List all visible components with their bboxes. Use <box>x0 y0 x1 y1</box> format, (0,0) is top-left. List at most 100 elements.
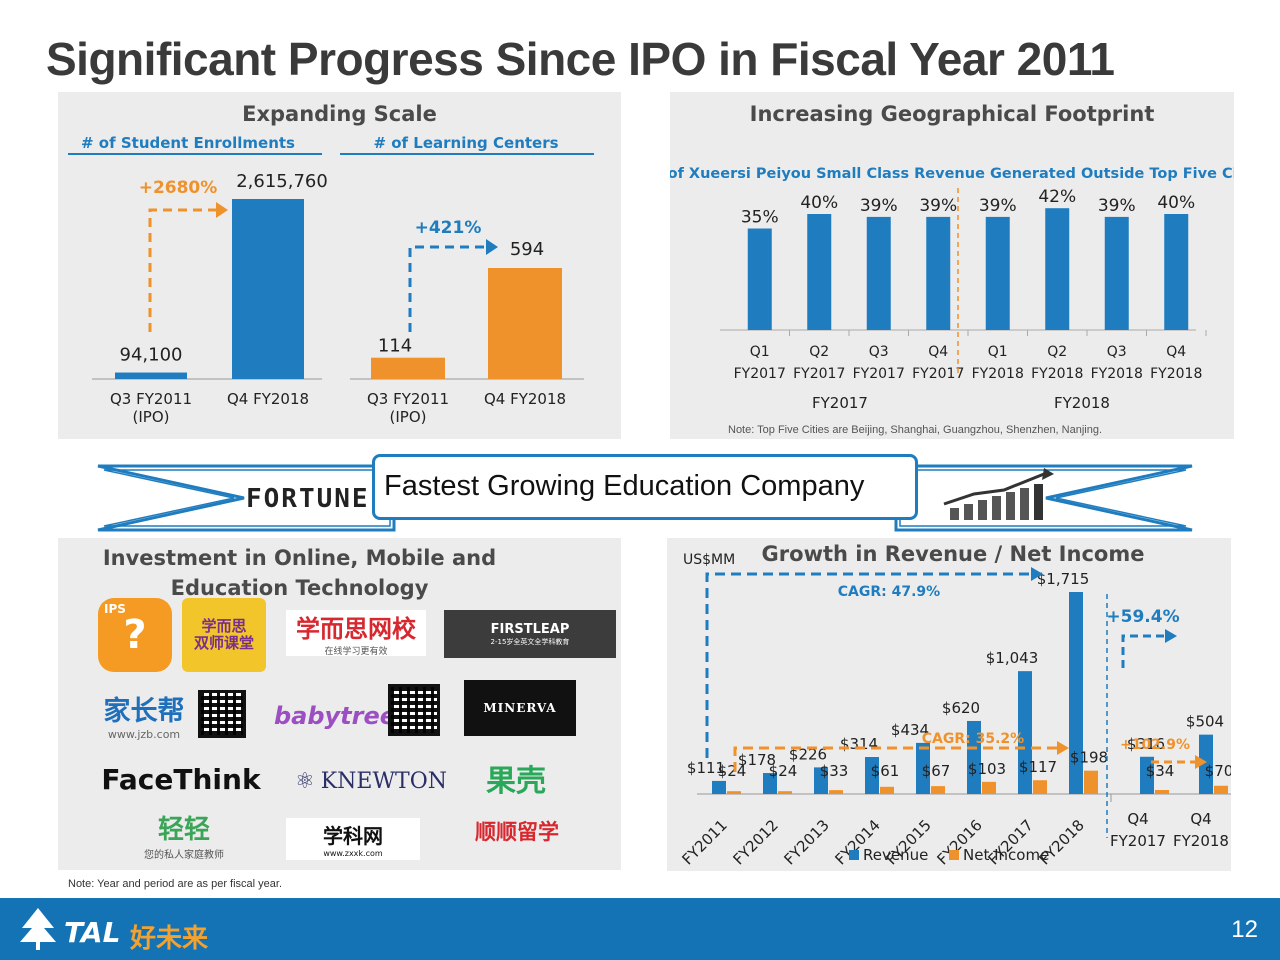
bar-revenue-share <box>1045 208 1070 330</box>
qingqing-logo: 轻轻 您的私人家庭教师 <box>144 815 224 861</box>
bar-learning-centers <box>371 357 445 379</box>
category-label: Q3 <box>869 344 889 360</box>
category-label: FY2018 <box>972 366 1024 382</box>
net-income-label: $70 <box>1205 762 1231 780</box>
category-label: FY2017 <box>912 366 964 382</box>
bar-net-income <box>982 781 996 794</box>
bar-revenue <box>967 720 981 794</box>
bar-learning-centers <box>488 268 562 379</box>
category-label: FY2011 <box>679 816 731 868</box>
revenue-growth-panel: Growth in Revenue / Net Income US$MM $111… <box>667 538 1231 871</box>
category-label: Q2 <box>809 344 829 360</box>
revenue-label: $1,043 <box>986 649 1039 667</box>
bar-revenue-share <box>926 216 951 330</box>
category-label: Q4 FY2018 <box>484 390 566 408</box>
bar-value-label: 39% <box>919 196 957 216</box>
bar-revenue <box>1199 734 1213 794</box>
expanding-scale-panel: Expanding Scale # of Student Enrollments… <box>58 92 621 439</box>
bar-net-income <box>727 791 741 794</box>
subtitle-enrollments: # of Student Enrollments <box>81 134 295 152</box>
atom-icon: ⚛ <box>294 768 315 794</box>
tal-logo-chinese: 好未来 <box>130 924 209 954</box>
category-label: Q1 <box>750 344 770 360</box>
chart-subtitle: % of Xueersi Peiyou Small Class Revenue … <box>670 166 1234 182</box>
category-label: FY2018 <box>1173 832 1229 850</box>
bar-net-income <box>1214 785 1228 794</box>
slide-title: Significant Progress Since IPO in Fiscal… <box>46 33 1115 85</box>
category-label: FY2017 <box>793 366 845 382</box>
category-label: Q4 <box>1166 344 1186 360</box>
page-number: 12 <box>1231 916 1258 943</box>
category-label: FY2017 <box>734 366 786 382</box>
bar-revenue <box>865 757 879 794</box>
jiazhangbang-logo: 家长帮 www.jzb.com <box>103 696 185 741</box>
investment-panel: Investment in Online, Mobile and Educati… <box>58 538 621 870</box>
category-label: Q4 FY2018 <box>227 390 309 408</box>
bar-revenue-share <box>1164 214 1189 330</box>
bar-revenue-share <box>747 228 772 330</box>
panel-title-line1: Investment in Online, Mobile and <box>102 546 497 570</box>
bar-revenue <box>1069 592 1083 794</box>
revenue-label: $504 <box>1186 713 1224 731</box>
qr-code-icon <box>388 684 440 736</box>
net-income-label: $34 <box>1146 762 1175 780</box>
net-income-label: $103 <box>968 760 1006 778</box>
minerva-logo: MINERVA <box>464 680 576 736</box>
footnote: Note: Year and period are as per fiscal … <box>68 878 283 890</box>
net-income-cagr-label: CAGR: 35.2% <box>922 731 1024 747</box>
net-income-label: $198 <box>1070 749 1108 767</box>
geographical-footprint-panel: Increasing Geographical Footprint % of X… <box>670 92 1234 439</box>
bar-revenue-share <box>985 216 1010 330</box>
category-label: FY2018 <box>1150 366 1202 382</box>
q4-revenue-arrow <box>1121 634 1167 668</box>
arrow-head <box>1031 567 1043 581</box>
legend-swatch-revenue <box>849 850 859 860</box>
revenue-label: $178 <box>738 751 776 769</box>
category-label: Q4 <box>1190 810 1211 828</box>
bar-value-label: 2,615,760 <box>236 171 328 192</box>
q4-revenue-growth-label: +59.4% <box>1106 607 1179 627</box>
bar-net-income <box>880 786 894 794</box>
bar-net-income <box>1033 780 1047 794</box>
bar-net-income <box>829 790 843 794</box>
category-label: FY2018 <box>1091 366 1143 382</box>
category-label: (IPO) <box>390 408 427 426</box>
ips-app-logo: IPS? <box>98 598 172 672</box>
panel-title-line2: Education Technology <box>170 576 429 600</box>
bar-net-income <box>778 791 792 794</box>
revenue-growth-chart: US$MM $111 $178 $226 $314 $434 $620 $1,043 $1,71… <box>679 552 1231 868</box>
arrow-head <box>486 239 498 255</box>
net-income-label: $24 <box>769 762 798 780</box>
bar-revenue <box>1018 671 1032 794</box>
xueersi-wangxiao-logo: 学而思网校 在线学习更有效 <box>286 610 426 657</box>
arrow-head <box>1195 755 1207 769</box>
bar-net-income <box>931 786 945 794</box>
subtitle-learning-centers: # of Learning Centers <box>373 134 558 152</box>
bar-net-income <box>1084 770 1098 794</box>
panel-title: Expanding Scale <box>242 102 437 126</box>
babytree-logo: babytree <box>273 702 397 730</box>
growth-arrow-centers <box>408 245 486 332</box>
xuekewang-logo: 学科网 www.zxxk.com <box>286 818 420 860</box>
bar-revenue-share <box>1104 216 1129 330</box>
net-income-label: $61 <box>871 762 900 780</box>
category-label: (IPO) <box>133 408 170 426</box>
revenue-label: $111 <box>687 759 725 777</box>
category-label: Q4 <box>928 344 948 360</box>
bar-revenue <box>916 742 930 794</box>
net-income-label: $33 <box>820 762 849 780</box>
category-label: Q1 <box>988 344 1008 360</box>
qr-code-icon <box>198 690 246 738</box>
fortune-logo: FORTUNE <box>246 484 370 514</box>
bar-enrollments <box>232 199 304 379</box>
revenue-label: $620 <box>942 699 980 717</box>
category-label: Q4 <box>1127 810 1148 828</box>
category-label: Q3 FY2011 <box>110 390 192 408</box>
category-label: Q2 <box>1047 344 1067 360</box>
arrow-head <box>216 202 228 218</box>
category-label: Q3 <box>1107 344 1127 360</box>
category-label: FY2013 <box>781 816 833 868</box>
banner-box <box>372 454 918 520</box>
bar-revenue-share <box>866 216 891 330</box>
arrow-head <box>1165 629 1177 643</box>
